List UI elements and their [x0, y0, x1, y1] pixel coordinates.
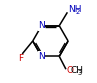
Text: 3: 3: [78, 70, 82, 76]
Text: O: O: [66, 66, 73, 75]
Text: 2: 2: [75, 9, 80, 15]
Text: F: F: [18, 54, 23, 63]
Text: CH: CH: [71, 66, 84, 75]
Text: N: N: [38, 52, 45, 61]
Text: NH: NH: [68, 5, 82, 14]
Text: N: N: [38, 21, 45, 30]
